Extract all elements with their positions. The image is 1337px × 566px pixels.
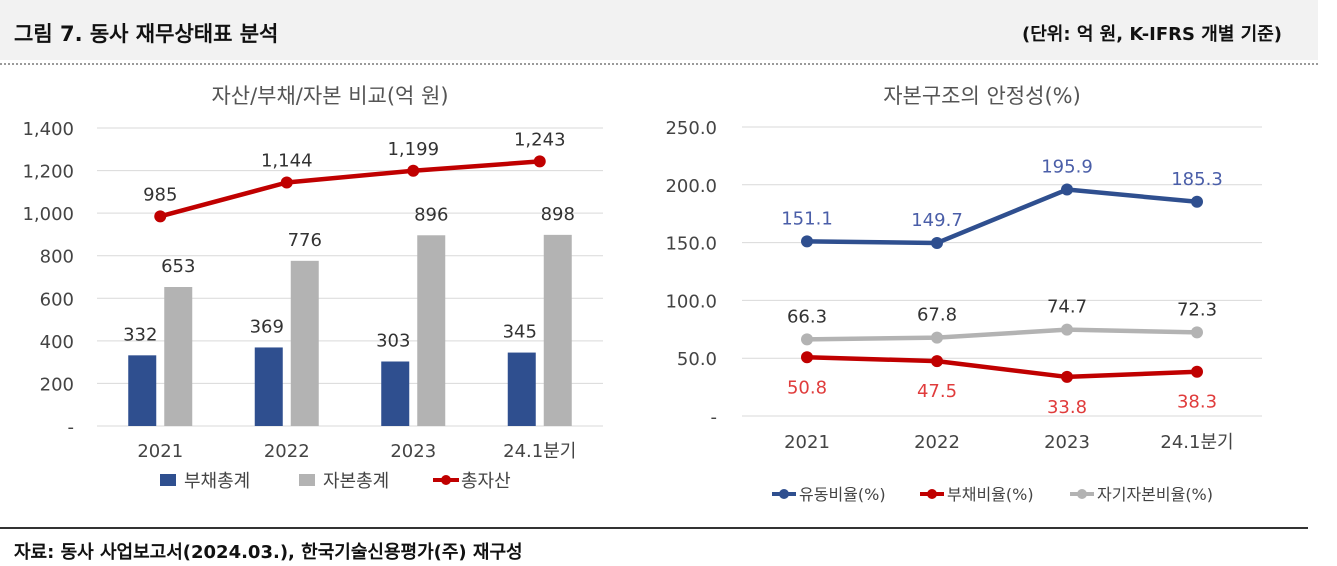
- chart2-legend-marker: [1077, 489, 1087, 499]
- bottom-divider: [0, 527, 1308, 529]
- chart1-line-point: [280, 176, 293, 189]
- chart2-y-tick: 200.0: [665, 176, 717, 197]
- chart2-line-label: 195.9: [1041, 157, 1093, 178]
- chart2-line-point: [801, 351, 813, 364]
- chart1-y-tick: 200: [40, 374, 74, 395]
- source-note: 자료: 동사 사업보고서(2024.03.), 한국기술신용평가(주) 재구성: [14, 542, 523, 563]
- chart2-line-label: 151.1: [781, 208, 833, 229]
- chart1-bar-label: 898: [541, 204, 575, 225]
- chart1-x-tick: 2023: [390, 441, 436, 462]
- chart2-legend-marker: [779, 489, 789, 499]
- chart1-bar: [128, 355, 157, 426]
- chart1-line-label: 1,243: [514, 129, 566, 150]
- chart1-y-tick: 600: [40, 289, 74, 310]
- chart1-y-tick: 400: [40, 332, 74, 353]
- chart2-x-tick: 2022: [914, 432, 960, 453]
- chart2-line-label: 67.8: [917, 305, 957, 326]
- chart1-bar-label: 303: [376, 331, 410, 352]
- chart1-legend-label: 부채총계: [184, 471, 250, 492]
- chart1-bar-label: 653: [161, 256, 195, 277]
- chart2-line-point: [1191, 365, 1203, 378]
- chart1-bar: [543, 234, 572, 426]
- chart2-line-point: [931, 355, 943, 368]
- chart2-title: 자본구조의 안정성(%): [883, 84, 1081, 108]
- chart2-line-point: [1191, 195, 1203, 208]
- chart2-x-tick: 2023: [1044, 432, 1090, 453]
- chart2-line-series: [806, 327, 1198, 342]
- chart1-y-tick: 1,000: [22, 204, 74, 225]
- chart2-line-label: 38.3: [1177, 392, 1217, 413]
- chart1-legend-label: 자본총계: [323, 471, 389, 492]
- chart2-line-series: [806, 187, 1198, 246]
- chart1-line-series: [159, 159, 540, 219]
- chart2-line-point: [1061, 370, 1073, 383]
- chart1-legend-swatch: [160, 474, 176, 486]
- chart2-line-point: [801, 333, 813, 346]
- chart1-bar: [164, 287, 193, 426]
- chart1-legend-marker: [441, 475, 451, 485]
- chart1-x-tick: 2022: [264, 441, 310, 462]
- chart1-bar-label: 345: [503, 322, 537, 343]
- chart1-bar-label: 332: [123, 324, 157, 345]
- chart2-line-label: 33.8: [1047, 397, 1087, 418]
- chart1-legend-label: 총자산: [461, 471, 511, 492]
- chart1-x-tick: 2021: [137, 441, 183, 462]
- chart1-x-tick: 24.1분기: [503, 441, 576, 462]
- chart1-bar: [290, 260, 319, 426]
- chart1-bar-label: 896: [414, 204, 448, 225]
- chart1-bar: [417, 235, 446, 426]
- chart2-legend-label: 자기자본비율(%): [1097, 485, 1213, 504]
- chart2-line-point: [1061, 323, 1073, 336]
- chart1-line-point: [154, 210, 167, 223]
- chart2-y-tick: 100.0: [665, 291, 717, 312]
- chart2-x-tick: 24.1분기: [1160, 432, 1233, 453]
- figure-title: 그림 7. 동사 재무상태표 분석: [14, 22, 279, 46]
- chart1-y-tick: -: [68, 417, 75, 438]
- chart1-y-tick: 1,200: [22, 162, 74, 183]
- chart1-bar: [254, 347, 283, 426]
- chart2-legend-marker: [927, 489, 937, 499]
- chart2-line-point: [1061, 183, 1073, 196]
- figure-header: 그림 7. 동사 재무상태표 분석 (단위: 억 원, K-IFRS 개별 기준…: [0, 0, 1318, 60]
- unit-note: (단위: 억 원, K-IFRS 개별 기준): [1022, 24, 1282, 45]
- chart2-legend-label: 부채비율(%): [947, 485, 1034, 504]
- chart2-line-series: [806, 355, 1198, 380]
- chart2-line-label: 149.7: [911, 210, 963, 231]
- chart1-title: 자산/부채/자본 비교(억 원): [211, 84, 448, 108]
- chart1-y-tick: 800: [40, 247, 74, 268]
- chart2-line-label: 74.7: [1047, 297, 1087, 318]
- chart1-legend-swatch: [299, 474, 315, 486]
- chart2-x-tick: 2021: [784, 432, 830, 453]
- chart2-y-tick: 150.0: [665, 234, 717, 255]
- chart2-line-label: 50.8: [787, 377, 827, 398]
- chart2-y-tick: -: [711, 407, 718, 428]
- chart2-line-label: 47.5: [917, 381, 957, 402]
- chart1-line-point: [533, 155, 546, 168]
- chart2-y-tick: 50.0: [677, 349, 717, 370]
- chart1-line-label: 985: [143, 184, 177, 205]
- chart1-line-point: [407, 164, 420, 177]
- chart2-line-label: 72.3: [1177, 299, 1217, 320]
- chart2-line-point: [931, 331, 943, 344]
- chart1-bar: [507, 352, 536, 426]
- chart1-bar-label: 776: [288, 230, 322, 251]
- chart2-line-label: 66.3: [787, 306, 827, 327]
- chart1-bar-label: 369: [250, 316, 284, 337]
- chart2-line-point: [801, 235, 813, 248]
- chart2-y-tick: 250.0: [665, 118, 717, 139]
- chart1-bar: [381, 361, 410, 426]
- dotted-divider: [0, 63, 1318, 65]
- chart2-legend-label: 유동비율(%): [799, 485, 886, 504]
- chart1-line-label: 1,144: [261, 150, 313, 171]
- chart2-line-point: [1191, 326, 1203, 339]
- chart2-line-label: 185.3: [1171, 169, 1223, 190]
- chart1-line-label: 1,199: [387, 139, 439, 160]
- chart1-y-tick: 1,400: [22, 119, 74, 140]
- chart2-line-point: [931, 236, 943, 249]
